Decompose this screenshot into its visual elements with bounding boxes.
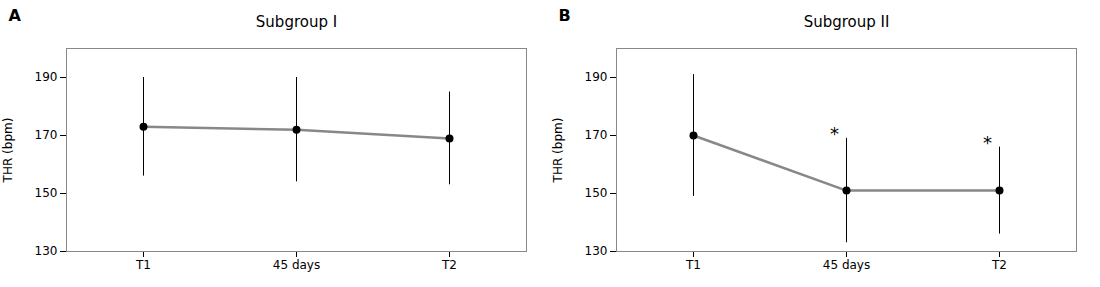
svg-text:45 days: 45 days [823,258,870,272]
svg-text:T1: T1 [135,258,151,272]
svg-text:Subgroup I: Subgroup I [256,13,337,31]
svg-text:130: 130 [35,244,58,258]
svg-text:150: 150 [585,186,608,200]
svg-text:170: 170 [35,128,58,142]
svg-text:T2: T2 [441,258,457,272]
svg-text:45 days: 45 days [273,258,320,272]
svg-text:THR (bpm): THR (bpm) [551,118,565,184]
svg-text:190: 190 [35,70,58,84]
svg-text:THR (bpm): THR (bpm) [1,118,15,184]
svg-text:T2: T2 [991,258,1007,272]
svg-text:*: * [830,123,839,144]
svg-text:150: 150 [35,186,58,200]
svg-text:130: 130 [585,244,608,258]
svg-text:Subgroup II: Subgroup II [804,13,890,31]
svg-text:A: A [9,6,22,25]
svg-text:*: * [983,132,992,153]
svg-text:T1: T1 [685,258,701,272]
svg-text:170: 170 [585,128,608,142]
svg-text:190: 190 [585,70,608,84]
svg-text:B: B [559,6,571,25]
